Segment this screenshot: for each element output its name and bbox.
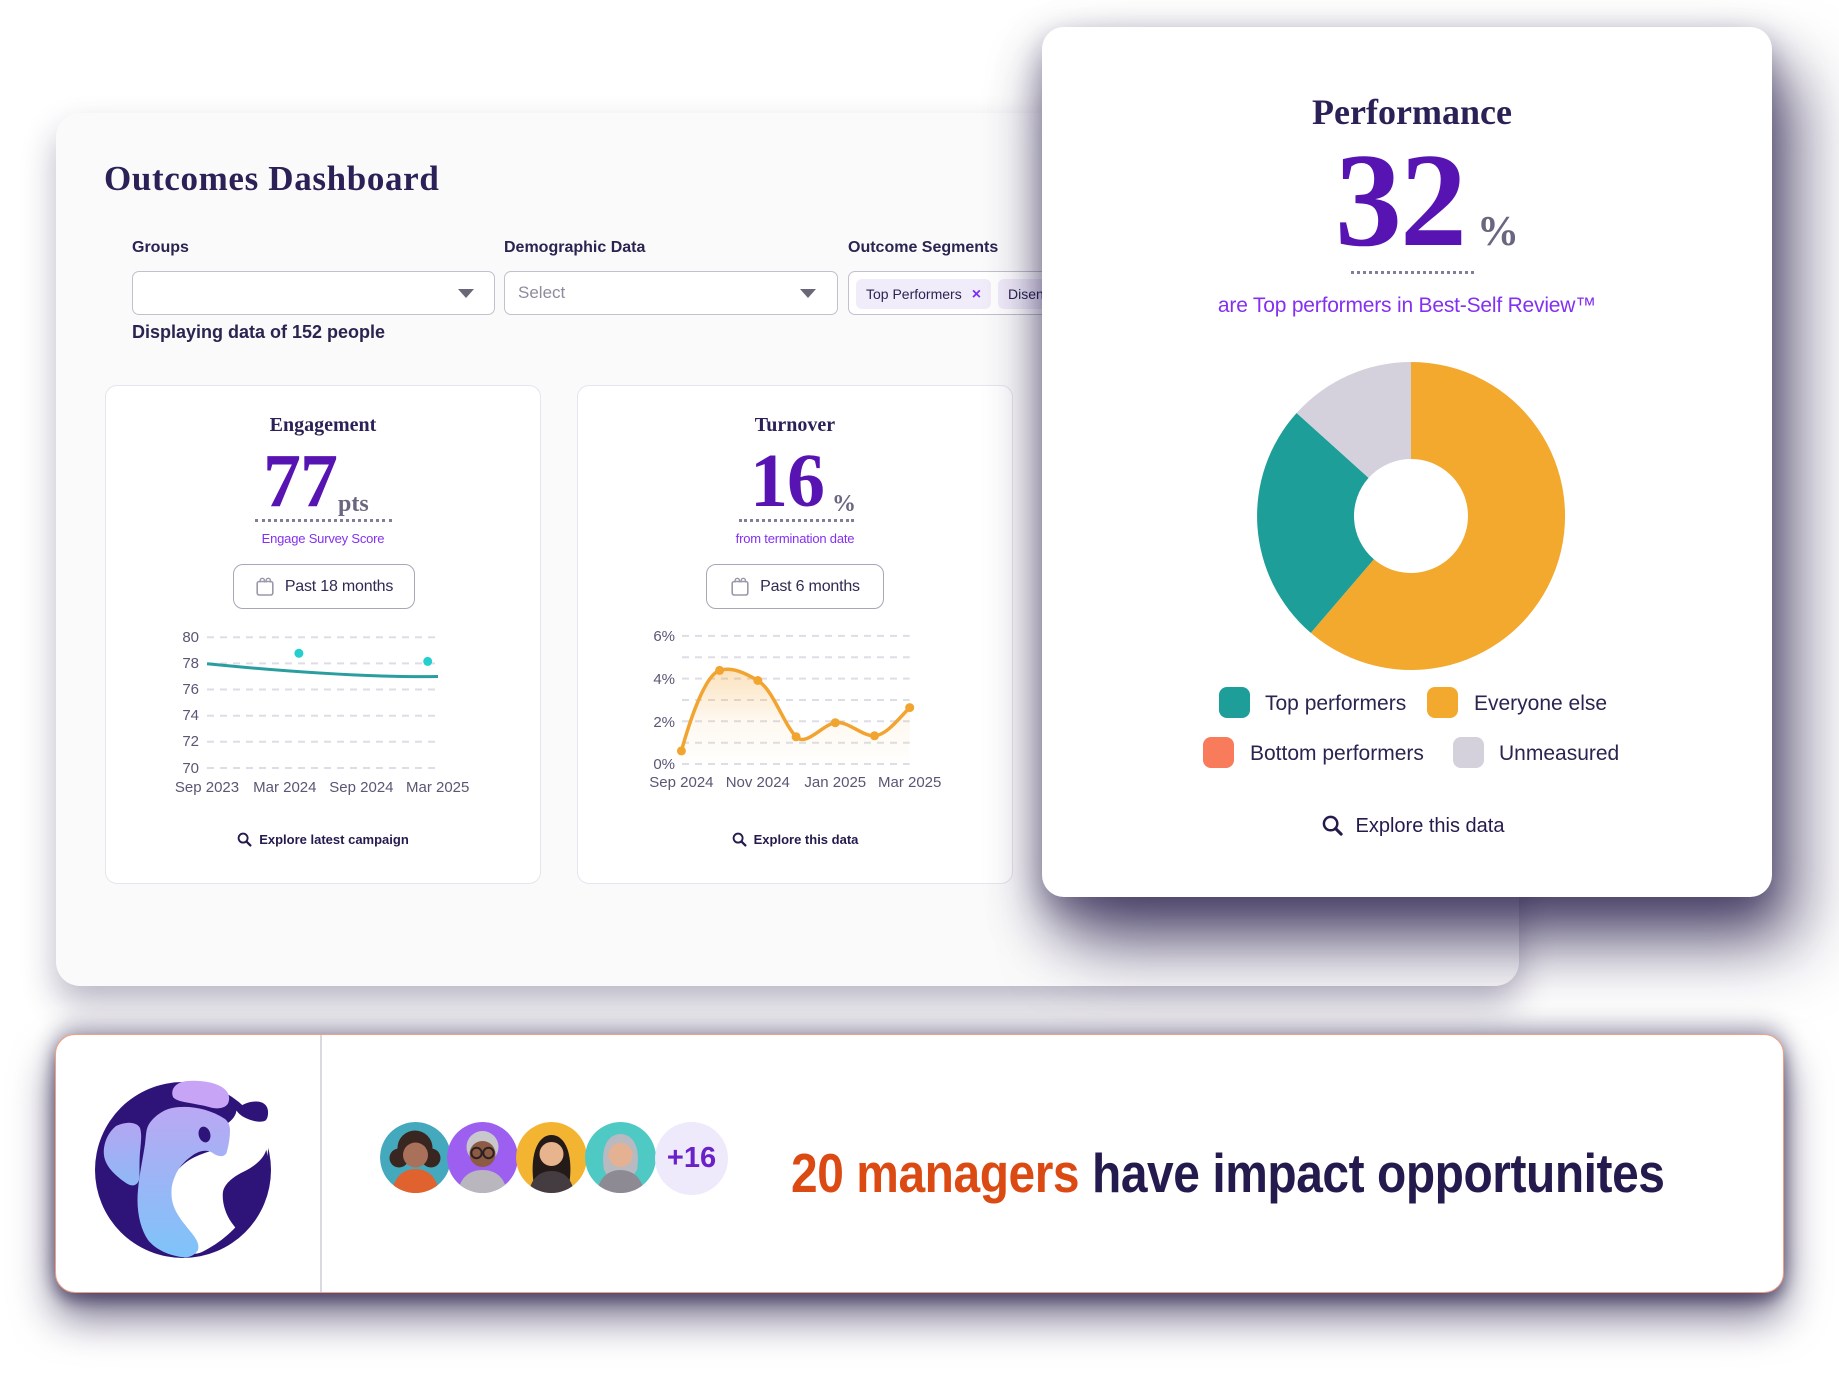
svg-text:72: 72 [182,733,199,750]
svg-text:0%: 0% [653,756,675,773]
svg-text:Mar 2025: Mar 2025 [406,779,469,796]
svg-text:74: 74 [182,707,199,724]
svg-text:70: 70 [182,760,199,777]
svg-text:Mar 2025: Mar 2025 [878,774,941,791]
svg-text:Sep 2024: Sep 2024 [649,774,713,791]
svg-text:4%: 4% [653,671,675,688]
svg-text:Mar 2024: Mar 2024 [253,779,316,796]
svg-text:2%: 2% [653,714,675,731]
svg-text:Sep 2023: Sep 2023 [175,779,239,796]
svg-text:6%: 6% [653,628,675,645]
svg-text:76: 76 [182,681,199,698]
svg-text:Nov 2024: Nov 2024 [726,774,790,791]
svg-text:80: 80 [182,629,199,646]
svg-text:78: 78 [182,655,199,672]
svg-text:Jan 2025: Jan 2025 [804,774,866,791]
svg-text:Sep 2024: Sep 2024 [329,779,393,796]
